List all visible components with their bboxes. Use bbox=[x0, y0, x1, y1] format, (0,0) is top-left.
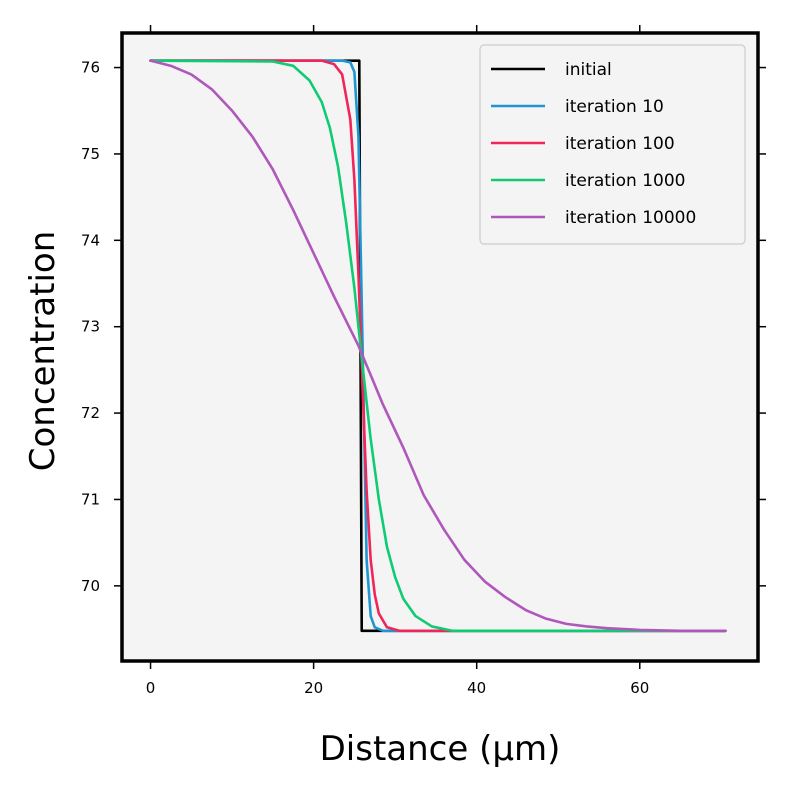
legend-label-0: initial bbox=[565, 60, 612, 80]
x-tick-label: 20 bbox=[304, 679, 323, 697]
y-axis-title: Concentration bbox=[23, 231, 63, 472]
y-tick-label: 75 bbox=[81, 145, 100, 163]
y-tick-label: 76 bbox=[81, 59, 100, 77]
series-layer bbox=[149, 59, 727, 633]
plot-frame bbox=[120, 31, 760, 663]
legend-label-2: iteration 100 bbox=[565, 134, 675, 154]
legend-label-4: iteration 10000 bbox=[565, 208, 696, 228]
legend-label-1: iteration 10 bbox=[565, 97, 664, 117]
x-tick-label: 40 bbox=[467, 679, 486, 697]
x-tick-label: 60 bbox=[630, 679, 649, 697]
legend-label-3: iteration 1000 bbox=[565, 171, 686, 191]
series-line-1 bbox=[149, 59, 727, 633]
ticks-layer: 0 20 40 60 70 71 72 73 74 75 76 bbox=[81, 25, 766, 697]
y-tick-label: 71 bbox=[81, 490, 100, 508]
y-tick-label: 70 bbox=[81, 577, 100, 595]
y-tick-label: 73 bbox=[81, 318, 100, 336]
x-axis-title: Distance (μm) bbox=[320, 729, 561, 769]
y-tick-label: 72 bbox=[81, 404, 100, 422]
legend-box bbox=[479, 44, 746, 245]
legend: initial iteration 10 iteration 100 iteratio… bbox=[479, 44, 746, 245]
series-line-4 bbox=[149, 59, 727, 633]
series-line-2 bbox=[149, 59, 727, 633]
series-line-3 bbox=[149, 59, 727, 633]
y-tick-label: 74 bbox=[81, 231, 100, 249]
x-tick-label: 0 bbox=[146, 679, 156, 697]
